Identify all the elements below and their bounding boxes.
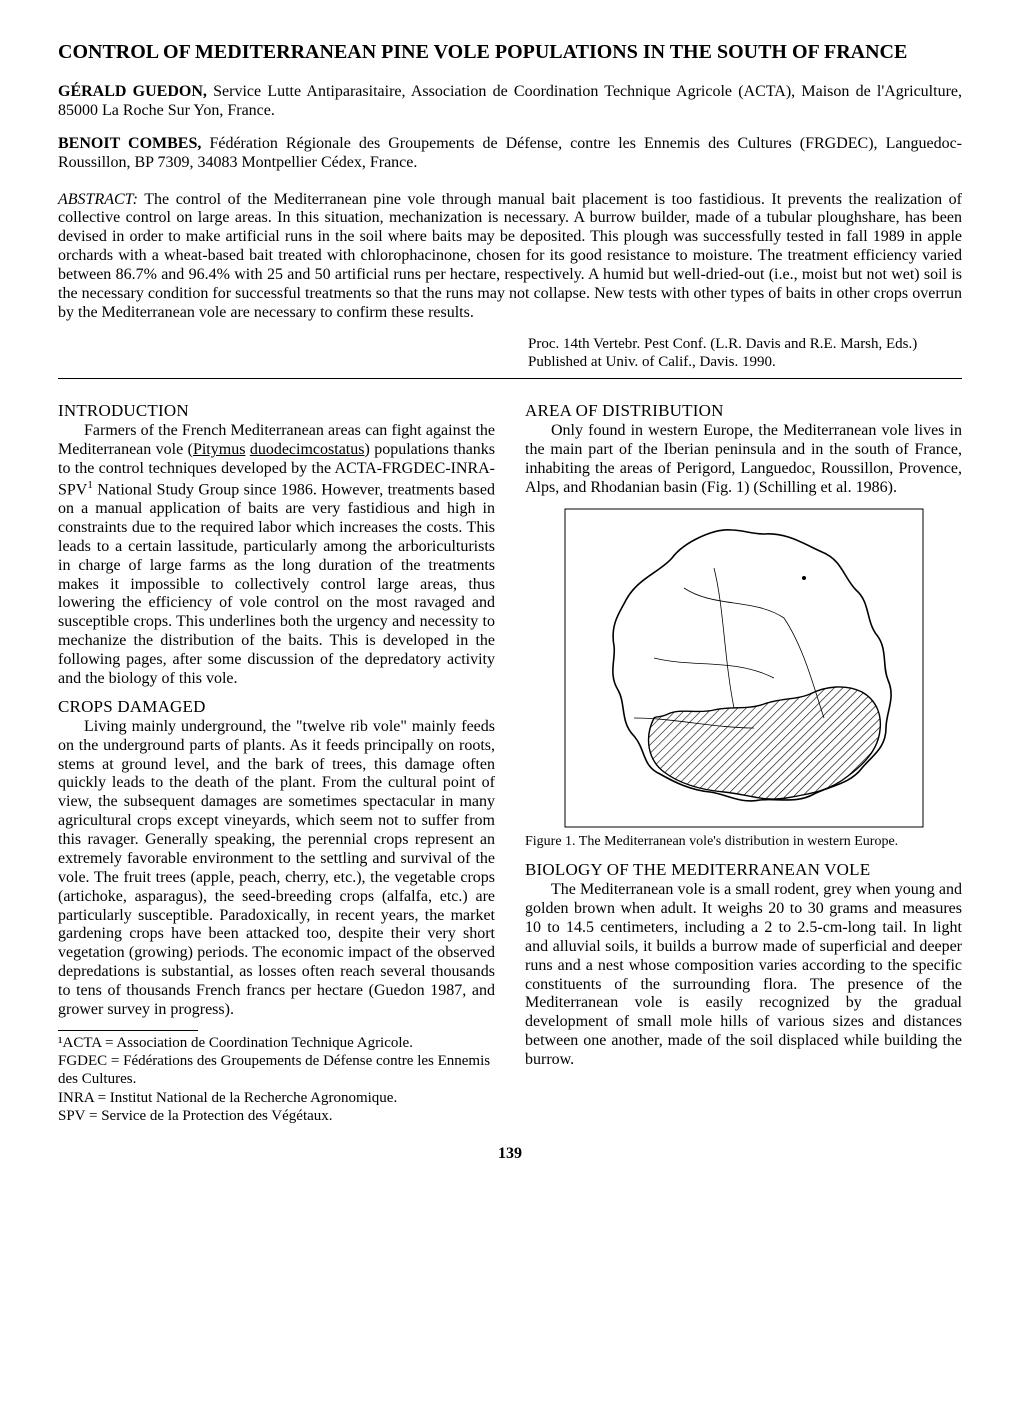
- abstract: ABSTRACT: The control of the Mediterrane…: [58, 191, 962, 323]
- map-svg: [564, 508, 924, 828]
- biology-paragraph: The Mediterranean vole is a small rodent…: [525, 881, 962, 1070]
- crops-damaged-heading: CROPS DAMAGED: [58, 697, 495, 717]
- abstract-label: ABSTRACT:: [58, 191, 138, 208]
- introduction-paragraph: Farmers of the French Mediterranean area…: [58, 422, 495, 689]
- paper-title: CONTROL OF MEDITERRANEAN PINE VOLE POPUL…: [58, 40, 962, 65]
- footnote-inra: INRA = Institut National de la Recherche…: [58, 1089, 495, 1107]
- right-column: AREA OF DISTRIBUTION Only found in weste…: [525, 393, 962, 1125]
- crops-damaged-paragraph: Living mainly underground, the "twelve r…: [58, 718, 495, 1020]
- author-1-name: GÉRALD GUEDON,: [58, 83, 207, 100]
- author-1: GÉRALD GUEDON, Service Lutte Antiparasit…: [58, 83, 962, 121]
- author-2-name: BENOIT COMBES,: [58, 135, 201, 152]
- species-name: Pitymus: [193, 441, 245, 458]
- author-2: BENOIT COMBES, Fédération Régionale des …: [58, 135, 962, 173]
- species-epithet: duodecimcostatus: [250, 441, 365, 458]
- divider-rule: [58, 378, 962, 379]
- figure-1-caption: Figure 1. The Mediterranean vole's distr…: [525, 834, 962, 851]
- footnote-fgdec: FGDEC = Fédérations des Groupements de D…: [58, 1052, 495, 1089]
- area-distribution-heading: AREA OF DISTRIBUTION: [525, 401, 962, 421]
- introduction-heading: INTRODUCTION: [58, 401, 495, 421]
- area-distribution-paragraph: Only found in western Europe, the Medite…: [525, 422, 962, 498]
- biology-heading: BIOLOGY OF THE MEDITERRANEAN VOLE: [525, 860, 962, 880]
- abstract-text: The control of the Mediterranean pine vo…: [58, 191, 962, 321]
- footnote-acta: ¹ACTA = Association de Coordination Tech…: [58, 1034, 495, 1052]
- map-marker-icon: [802, 576, 806, 580]
- footnote-rule: [58, 1030, 198, 1031]
- figure-1-map: [525, 508, 962, 828]
- proc-line-2: Published at Univ. of Calif., Davis. 199…: [528, 353, 962, 372]
- left-column: INTRODUCTION Farmers of the French Medit…: [58, 393, 495, 1125]
- footnote-spv: SPV = Service de la Protection des Végét…: [58, 1107, 495, 1125]
- proceedings-citation: Proc. 14th Vertebr. Pest Conf. (L.R. Dav…: [528, 335, 962, 373]
- page-number: 139: [58, 1145, 962, 1164]
- proc-line-1: Proc. 14th Vertebr. Pest Conf. (L.R. Dav…: [528, 335, 962, 354]
